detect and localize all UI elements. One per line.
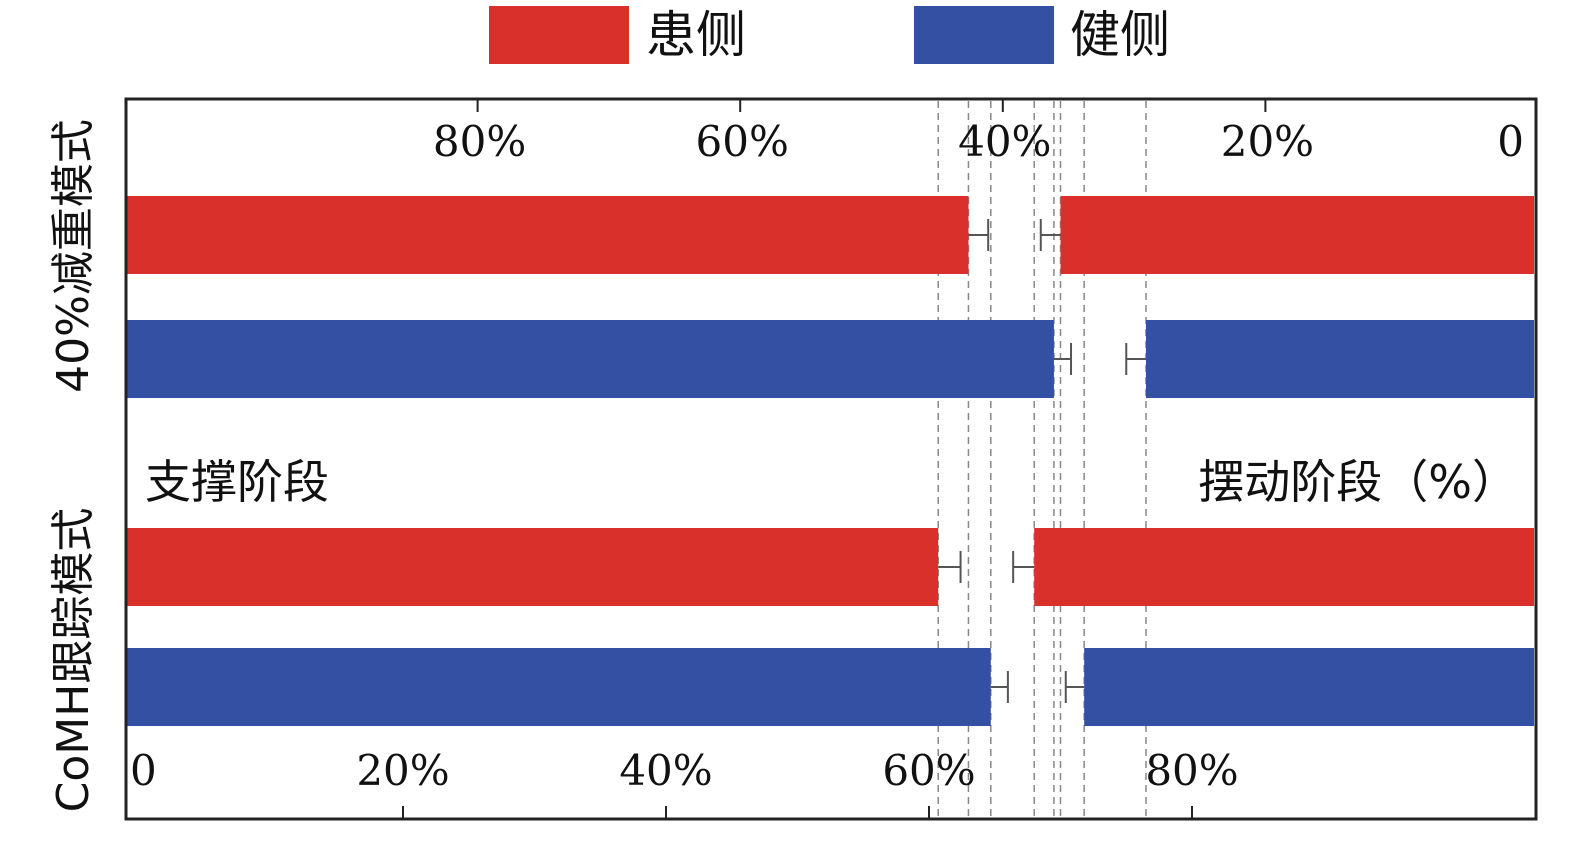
top-tick-label: 20% — [1221, 117, 1314, 166]
bar-stance — [126, 320, 1054, 398]
bottom-axis: 0 20% 40% 60% 80% — [130, 746, 1239, 819]
bottom-tick-label: 0 — [130, 746, 157, 795]
stance-phase-label: 支撑阶段 — [145, 455, 329, 509]
top-tick-label: 0 — [1497, 117, 1524, 166]
legend-swatch-healthy — [914, 6, 1054, 64]
group-label-0: 40%减重模式 — [48, 119, 99, 393]
legend-swatch-affected — [489, 6, 629, 64]
bar-stance — [126, 528, 939, 606]
legend-label-healthy: 健侧 — [1070, 6, 1170, 64]
plot-frame — [124, 97, 1538, 821]
top-tick-label: 40% — [958, 117, 1051, 166]
group-label-1: CoMH跟踪模式 — [48, 508, 99, 813]
bar-stance — [126, 648, 991, 726]
top-tick-label: 60% — [696, 117, 789, 166]
top-tick-label: 80% — [433, 117, 526, 166]
bars — [126, 196, 1534, 726]
bottom-tick-label: 20% — [356, 746, 449, 795]
legend-label-affected: 患侧 — [646, 6, 746, 64]
bottom-tick-label: 60% — [882, 746, 975, 795]
bottom-tick-label: 40% — [619, 746, 712, 795]
bar-swing — [1060, 196, 1534, 274]
bar-swing — [1034, 528, 1534, 606]
bar-swing — [1145, 320, 1534, 398]
legend: 患侧 健侧 — [489, 6, 1170, 64]
bar-stance — [126, 196, 969, 274]
bottom-tick-label: 80% — [1145, 746, 1238, 795]
bar-swing — [1084, 648, 1534, 726]
error-bars — [938, 219, 1146, 703]
top-axis: 0 20% 40% 60% 80% — [433, 99, 1524, 166]
swing-phase-label: 摆动阶段（%） — [1198, 455, 1518, 509]
